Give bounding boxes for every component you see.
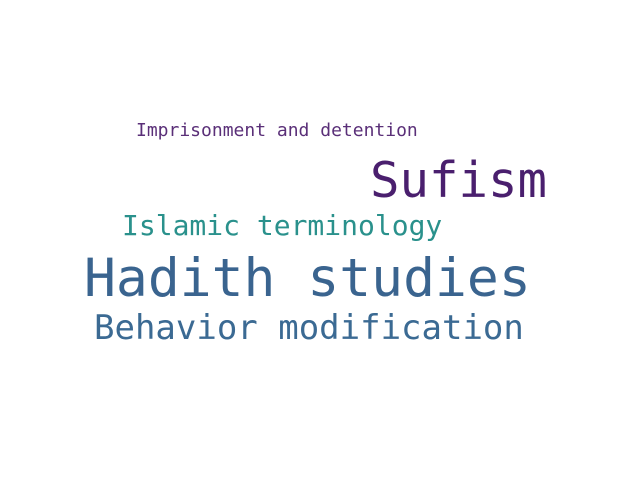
word-imprisonment-and-detention: Imprisonment and detention — [136, 120, 418, 141]
word-behavior-modification: Behavior modification — [94, 308, 524, 348]
word-hadith-studies: Hadith studies — [84, 248, 531, 309]
word-islamic-terminology: Islamic terminology — [122, 209, 443, 242]
word-sufism: Sufism — [370, 152, 548, 209]
